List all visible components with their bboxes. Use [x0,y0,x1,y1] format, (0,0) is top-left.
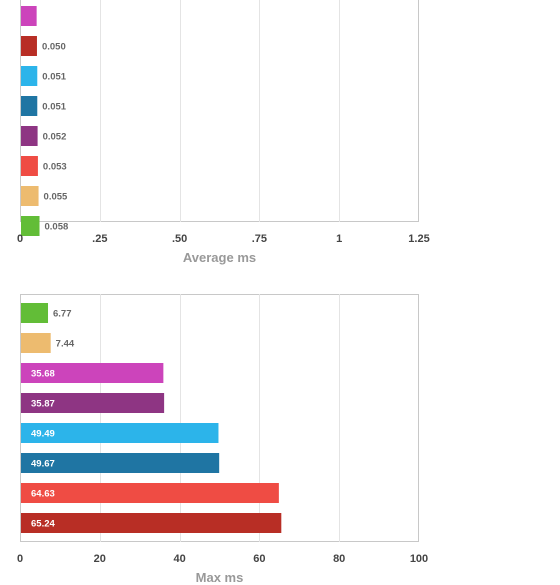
max-ms-bar-label: 64.63 [31,489,55,500]
max-ms-bar [21,303,49,323]
average-ms-plot-frame [20,0,419,222]
average-ms-bar [21,216,40,236]
average-ms-bar-label: 0.050 [42,42,66,53]
average-ms-bar-label: 0.051 [42,102,66,113]
max-ms-tick-label: 80 [333,553,345,565]
average-ms-bar [21,96,38,116]
average-ms-bar-label: 0.052 [43,132,67,143]
max-ms-bar [21,363,164,383]
max-ms-axis-label: Max ms [196,570,244,585]
max-ms-plot-frame [20,294,419,542]
max-ms-bar [21,393,165,413]
average-ms-bar [21,66,38,86]
max-ms-bar-label: 49.67 [31,459,55,470]
average-ms-tick-label: 1.25 [408,233,429,245]
average-ms-bar-label: 0.055 [44,192,68,203]
average-ms-bar-label: 0.058 [45,222,69,233]
max-ms-tick-label: 20 [94,553,106,565]
max-ms-bar [21,453,220,473]
max-ms-bar [21,423,219,443]
max-ms-bar [21,333,51,353]
max-ms-bar-label: 7.44 [56,339,75,350]
average-ms-tick-label: 1 [336,233,342,245]
average-ms-tick-label: .50 [172,233,187,245]
max-ms-bar-label: 65.24 [31,519,55,530]
max-ms-tick-label: 60 [253,553,265,565]
max-ms-bar-label: 6.77 [53,309,72,320]
average-ms-bar [21,6,37,26]
average-ms-bar-label: 0.051 [42,72,66,83]
max-ms-bar [21,513,282,533]
average-ms-bar [21,36,37,56]
average-ms-tick-label: .25 [92,233,107,245]
max-ms-bar-label: 49.49 [31,429,55,440]
max-ms-tick-label: 100 [410,553,428,565]
average-ms-tick-label: 0 [17,233,23,245]
max-ms-bar-label: 35.87 [31,399,55,410]
average-ms-bar [21,156,38,176]
average-ms-tick-label: .75 [252,233,267,245]
max-ms-bar-label: 35.68 [31,369,55,380]
max-ms-bar [21,483,279,503]
max-ms-tick-label: 40 [173,553,185,565]
average-ms-bar [21,186,39,206]
average-ms-bar [21,126,38,146]
average-ms-bar-label: 0.053 [43,162,67,173]
average-ms-axis-label: Average ms [183,250,256,265]
max-ms-tick-label: 0 [17,553,23,565]
